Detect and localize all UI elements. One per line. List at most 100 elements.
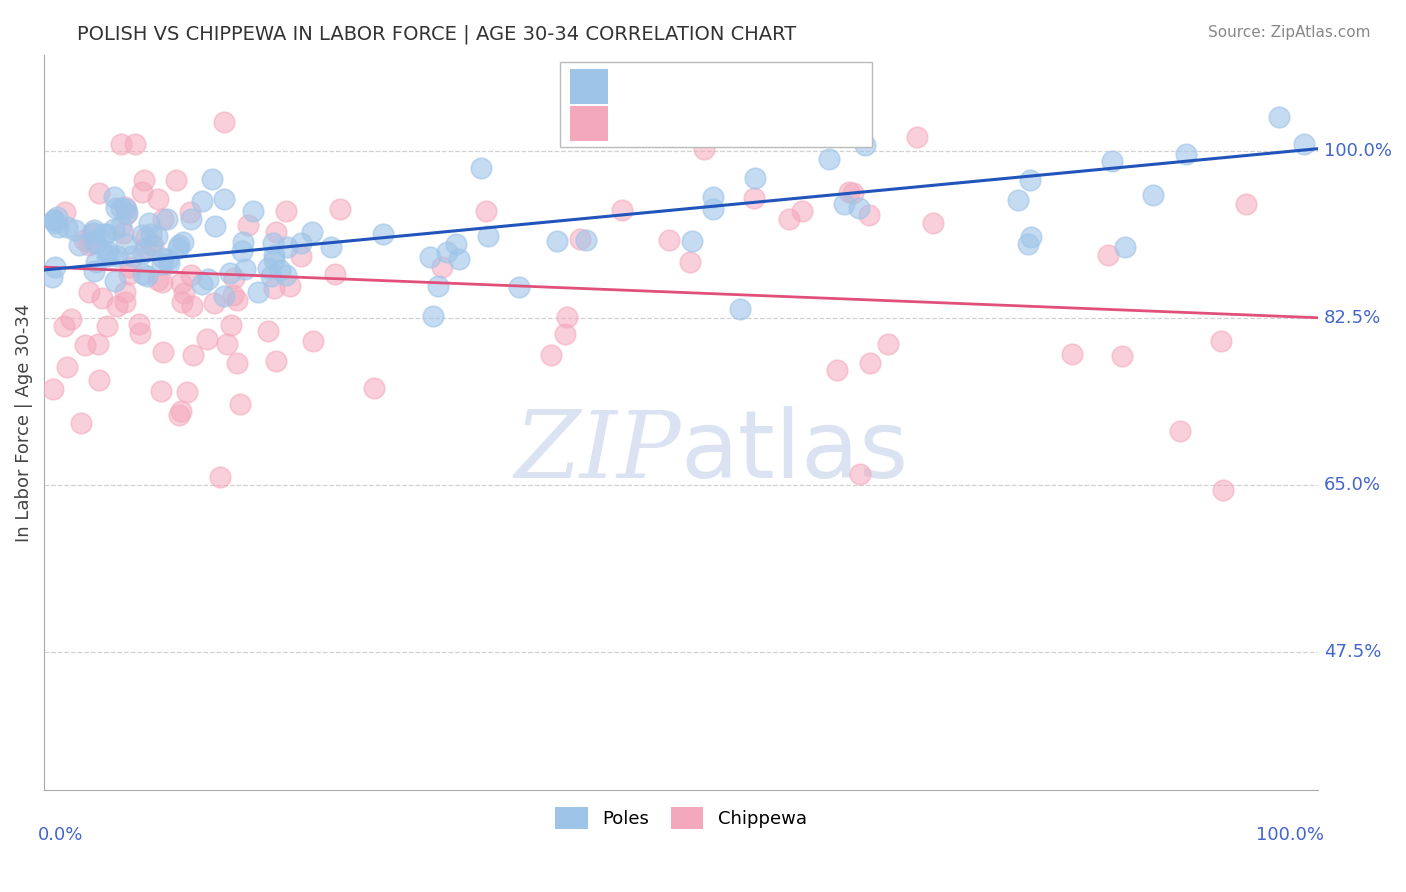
Chippewa xyxy=(150,384,173,399)
Chippewa xyxy=(474,204,496,219)
Poles xyxy=(260,268,283,283)
Poles xyxy=(853,138,876,153)
Poles xyxy=(321,240,343,254)
Poles xyxy=(1142,187,1164,202)
Chippewa xyxy=(114,200,136,214)
Chippewa xyxy=(1168,424,1191,438)
Poles xyxy=(45,210,67,224)
Chippewa xyxy=(128,326,150,340)
Poles xyxy=(131,228,153,243)
Poles xyxy=(94,227,117,241)
Poles xyxy=(83,222,105,236)
Chippewa xyxy=(170,295,193,310)
Poles xyxy=(1021,230,1043,244)
Poles xyxy=(96,244,118,259)
Poles xyxy=(139,227,162,241)
Chippewa xyxy=(226,356,249,370)
Chippewa xyxy=(1212,483,1234,497)
Chippewa xyxy=(329,202,352,216)
Chippewa xyxy=(280,279,302,293)
Text: 0.0%: 0.0% xyxy=(38,826,83,844)
Chippewa xyxy=(118,268,141,282)
Chippewa xyxy=(173,286,195,301)
Chippewa xyxy=(742,190,765,204)
Poles xyxy=(744,170,766,185)
Poles xyxy=(103,222,125,236)
Poles xyxy=(269,263,291,277)
Chippewa xyxy=(290,249,312,263)
Poles xyxy=(444,236,467,251)
Poles xyxy=(263,248,285,262)
Poles xyxy=(42,213,65,227)
Chippewa xyxy=(169,276,191,290)
Chippewa xyxy=(219,318,242,332)
Chippewa xyxy=(859,355,882,369)
Chippewa xyxy=(110,136,132,151)
Poles xyxy=(191,277,214,291)
Poles xyxy=(145,228,167,243)
Poles xyxy=(105,249,128,263)
Poles xyxy=(110,219,132,233)
Chippewa xyxy=(1097,248,1119,262)
Chippewa xyxy=(105,299,128,313)
Poles xyxy=(152,251,174,265)
Poles xyxy=(1174,146,1197,161)
Chippewa xyxy=(56,360,79,375)
Poles xyxy=(157,256,180,270)
Poles xyxy=(817,152,839,166)
Poles xyxy=(477,229,499,244)
Poles xyxy=(114,202,136,217)
Poles xyxy=(156,212,179,227)
Text: 0.321: 0.321 xyxy=(681,78,742,96)
Chippewa xyxy=(692,142,714,156)
Chippewa xyxy=(323,267,346,281)
Poles xyxy=(63,223,86,237)
Poles xyxy=(274,268,297,282)
Chippewa xyxy=(179,205,201,219)
Chippewa xyxy=(1062,347,1084,361)
Poles xyxy=(132,246,155,260)
Chippewa xyxy=(52,318,75,333)
Chippewa xyxy=(554,327,576,342)
Chippewa xyxy=(540,348,562,362)
Poles xyxy=(371,227,394,241)
Text: N =: N = xyxy=(754,114,804,133)
Text: 47.5%: 47.5% xyxy=(1324,643,1381,661)
Poles xyxy=(728,301,751,316)
Poles xyxy=(121,249,143,263)
Chippewa xyxy=(77,238,100,252)
Chippewa xyxy=(135,230,157,244)
Poles xyxy=(104,273,127,287)
Poles xyxy=(212,289,235,303)
Poles xyxy=(115,236,138,251)
Poles xyxy=(301,225,323,239)
Poles xyxy=(575,233,598,247)
Chippewa xyxy=(152,345,174,359)
Poles xyxy=(848,201,870,215)
Chippewa xyxy=(195,332,218,346)
Poles xyxy=(242,203,264,218)
Chippewa xyxy=(264,353,287,368)
Chippewa xyxy=(181,348,204,362)
FancyBboxPatch shape xyxy=(569,69,609,104)
Poles xyxy=(138,216,160,230)
Poles xyxy=(256,260,278,275)
Poles xyxy=(167,238,190,252)
Chippewa xyxy=(146,272,169,286)
Chippewa xyxy=(217,337,239,351)
Poles xyxy=(44,212,66,227)
Chippewa xyxy=(568,232,591,246)
Poles xyxy=(290,235,312,250)
Poles xyxy=(84,255,107,269)
Text: R =: R = xyxy=(617,114,657,133)
Chippewa xyxy=(90,291,112,305)
Poles xyxy=(204,219,226,233)
Chippewa xyxy=(236,218,259,232)
Poles xyxy=(1114,240,1136,254)
Poles xyxy=(180,212,202,227)
Chippewa xyxy=(838,185,860,199)
Poles xyxy=(132,267,155,281)
Chippewa xyxy=(657,233,679,247)
Poles xyxy=(1017,237,1039,252)
Poles xyxy=(508,279,530,293)
